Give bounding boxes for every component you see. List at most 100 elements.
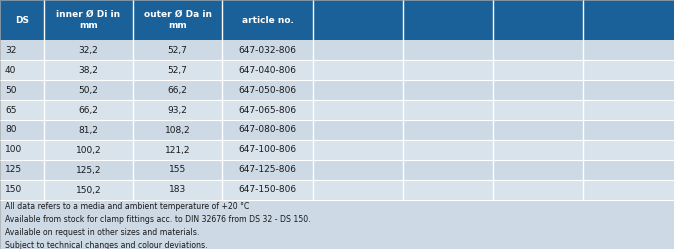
Bar bbox=[44, 140, 133, 160]
Bar bbox=[133, 80, 222, 100]
Bar bbox=[133, 60, 222, 80]
Bar bbox=[133, 140, 222, 160]
Text: 52,7: 52,7 bbox=[168, 65, 187, 74]
Bar bbox=[403, 140, 493, 160]
Text: 647-125-806: 647-125-806 bbox=[239, 166, 297, 175]
Text: 32: 32 bbox=[5, 46, 16, 55]
Bar bbox=[222, 120, 313, 140]
Bar bbox=[403, 60, 493, 80]
Text: 100,2: 100,2 bbox=[75, 145, 101, 154]
Bar bbox=[0, 80, 44, 100]
Bar bbox=[44, 80, 133, 100]
Bar bbox=[133, 0, 222, 40]
Bar bbox=[44, 0, 133, 40]
Bar bbox=[313, 100, 403, 120]
Bar bbox=[222, 160, 313, 180]
Bar bbox=[583, 100, 674, 120]
Text: 125: 125 bbox=[5, 166, 22, 175]
Text: outer Ø Da in
mm: outer Ø Da in mm bbox=[144, 10, 212, 30]
Text: 50,2: 50,2 bbox=[79, 85, 98, 95]
Text: 150,2: 150,2 bbox=[75, 186, 101, 194]
Bar bbox=[493, 140, 583, 160]
Bar bbox=[493, 120, 583, 140]
Bar bbox=[0, 40, 44, 60]
Text: 50: 50 bbox=[5, 85, 16, 95]
Bar bbox=[493, 80, 583, 100]
Bar bbox=[583, 0, 674, 40]
Text: 32,2: 32,2 bbox=[79, 46, 98, 55]
Bar bbox=[44, 160, 133, 180]
Bar bbox=[493, 60, 583, 80]
Bar bbox=[44, 120, 133, 140]
Text: 38,2: 38,2 bbox=[79, 65, 98, 74]
Bar bbox=[313, 0, 403, 40]
Bar bbox=[403, 120, 493, 140]
Bar bbox=[583, 160, 674, 180]
Text: 647-100-806: 647-100-806 bbox=[239, 145, 297, 154]
Text: 80: 80 bbox=[5, 125, 16, 134]
Bar bbox=[313, 180, 403, 200]
Bar bbox=[583, 40, 674, 60]
Text: 40: 40 bbox=[5, 65, 16, 74]
Text: 121,2: 121,2 bbox=[164, 145, 190, 154]
Bar bbox=[403, 180, 493, 200]
Bar bbox=[222, 40, 313, 60]
Bar bbox=[313, 140, 403, 160]
Bar bbox=[583, 140, 674, 160]
Bar bbox=[403, 80, 493, 100]
Text: 65: 65 bbox=[5, 106, 16, 115]
Text: 155: 155 bbox=[169, 166, 186, 175]
Text: 66,2: 66,2 bbox=[168, 85, 187, 95]
Text: 108,2: 108,2 bbox=[164, 125, 190, 134]
Text: 125,2: 125,2 bbox=[75, 166, 101, 175]
Bar bbox=[313, 40, 403, 60]
Bar bbox=[133, 180, 222, 200]
Bar bbox=[44, 100, 133, 120]
Text: All data refers to a media and ambient temperature of +20 °C
Available from stoc: All data refers to a media and ambient t… bbox=[5, 202, 311, 249]
Bar bbox=[0, 0, 44, 40]
Text: 647-050-806: 647-050-806 bbox=[239, 85, 297, 95]
Bar bbox=[0, 100, 44, 120]
Text: inner Ø Di in
mm: inner Ø Di in mm bbox=[57, 10, 121, 30]
Bar bbox=[222, 0, 313, 40]
Bar bbox=[583, 60, 674, 80]
Bar bbox=[313, 60, 403, 80]
Bar bbox=[222, 140, 313, 160]
Text: 52,7: 52,7 bbox=[168, 46, 187, 55]
Bar bbox=[403, 0, 493, 40]
Bar bbox=[0, 200, 674, 249]
Bar bbox=[133, 100, 222, 120]
Text: 150: 150 bbox=[5, 186, 22, 194]
Bar bbox=[133, 120, 222, 140]
Bar bbox=[222, 100, 313, 120]
Bar bbox=[133, 160, 222, 180]
Bar bbox=[0, 60, 44, 80]
Bar bbox=[313, 160, 403, 180]
Bar bbox=[403, 40, 493, 60]
Bar bbox=[493, 160, 583, 180]
Text: 647-032-806: 647-032-806 bbox=[239, 46, 297, 55]
Bar bbox=[0, 180, 44, 200]
Text: 647-065-806: 647-065-806 bbox=[239, 106, 297, 115]
Text: article no.: article no. bbox=[241, 15, 293, 24]
Text: DS: DS bbox=[15, 15, 29, 24]
Bar bbox=[222, 80, 313, 100]
Bar bbox=[583, 180, 674, 200]
Text: 66,2: 66,2 bbox=[79, 106, 98, 115]
Bar bbox=[222, 60, 313, 80]
Bar bbox=[493, 100, 583, 120]
Text: 647-080-806: 647-080-806 bbox=[239, 125, 297, 134]
Bar bbox=[222, 180, 313, 200]
Bar bbox=[0, 120, 44, 140]
Bar bbox=[493, 180, 583, 200]
Bar bbox=[583, 120, 674, 140]
Bar bbox=[403, 160, 493, 180]
Bar bbox=[403, 100, 493, 120]
Text: 93,2: 93,2 bbox=[168, 106, 187, 115]
Text: 100: 100 bbox=[5, 145, 22, 154]
Text: 647-150-806: 647-150-806 bbox=[239, 186, 297, 194]
Bar bbox=[133, 40, 222, 60]
Bar bbox=[583, 80, 674, 100]
Text: 81,2: 81,2 bbox=[79, 125, 98, 134]
Bar bbox=[493, 0, 583, 40]
